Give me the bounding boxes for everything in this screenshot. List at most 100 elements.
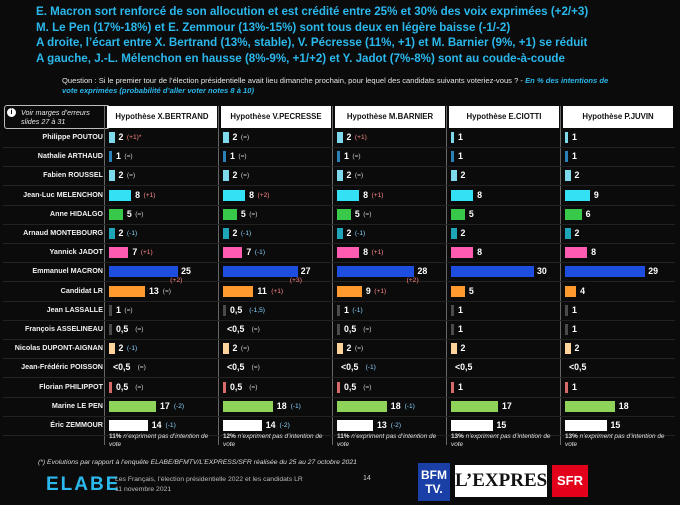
vote-value: 1 [458,151,463,162]
non-exprime-note: 13% n’expriment pas d’intention de vote [451,433,556,449]
sfr-logo: SFR [552,465,588,497]
vote-value: 13 [376,420,387,430]
vote-value: 14 [151,420,162,430]
non-exprime-text: n’expriment pas d’intention de vote [223,433,323,448]
vote-value: 0,5 [344,324,357,334]
vote-value: 2 [232,228,238,238]
vote-value: 1 [458,132,463,142]
vote-bar [223,132,229,143]
evolution-label: (+3) [289,277,302,285]
evolution-label: (-2) [173,402,185,410]
evolution-label: (=) [162,287,172,295]
row-separator [3,300,675,302]
vote-bar [565,285,577,297]
headline-line: M. Le Pen (17%-18%) et E. Zemmour (13%-1… [36,20,511,34]
column-divider [104,106,105,445]
vote-bar [109,228,115,239]
evolution-label: (+1) [143,191,156,199]
vote-bar [565,247,588,259]
candidate-label: Philippe POUTOU [42,132,103,141]
vote-value: 29 [648,266,659,277]
vote-bar [337,285,362,297]
vote-bar [337,266,415,278]
vote-value: 2 [346,170,352,181]
margin-note-text: Voir marges d’erreurs slides 27 à 31 [21,108,90,126]
evolution-label: (-1) [354,230,366,237]
non-exprime-note: 12% n’expriment pas d’intention de vote [223,433,328,449]
vote-value: 5 [468,208,474,219]
row-separator [3,358,675,360]
candidate-label: Candidat LR [60,285,103,295]
vote-value: <0,5 [455,362,473,373]
vote-bar [451,208,465,220]
non-exprime-text: n’expriment pas d’intention de vote [565,433,665,448]
evolution-label: (-1) [290,402,301,410]
vote-value: 4 [580,285,585,296]
vote-value: 2 [232,343,238,354]
vote-bar [223,304,226,316]
question-text: Question : Si le premier tour de l’élect… [62,76,523,85]
headline-line: A droite, l’écart entre X. Bertrand (13%… [36,36,588,49]
hypothesis-header: Hypothèse X.BERTRAND [107,106,217,128]
vote-value: 2 [460,228,466,238]
vote-value: 1 [572,381,577,392]
hypothesis-header: Hypothèse V.PECRESSE [221,106,331,128]
candidate-label: Nicolas DUPONT-AIGNAN [14,343,103,353]
vote-bar [109,266,179,278]
vote-bar [109,285,145,297]
vote-value: 0,5 [344,381,357,392]
elabe-logo: ELABE [46,474,121,495]
vote-value: 2 [346,132,352,142]
vote-value: 5 [354,208,360,219]
vote-bar [451,266,534,278]
info-icon: i [7,108,16,117]
candidate-label: Emmanuel MACRON [32,266,103,276]
vote-value: 17 [502,400,512,411]
evolution-label: (+1) [371,191,384,199]
vote-value: 25 [181,266,191,277]
vote-bar [451,285,465,297]
vote-bar [109,208,123,220]
vote-value: 27 [300,266,311,277]
evolution-label: (=) [240,134,250,141]
candidate-label: Jean-Luc MELENCHON [23,189,103,199]
vote-value: 2 [118,343,124,354]
evolution-label: (=) [240,172,250,180]
vote-bar [451,343,457,355]
non-exprime-pct: 13% [451,433,464,440]
vote-value: 1 [458,324,463,334]
vote-bar [109,189,132,201]
row-separator [3,204,675,206]
vote-bar [451,151,454,163]
column-divider [332,106,333,445]
vote-bar [223,400,273,412]
candidate-label: Arnaud MONTEBOURG [23,228,103,237]
vote-bar [451,132,454,143]
vote-value: 1 [344,304,349,315]
vote-bar [223,247,243,259]
evolution-label: (=) [363,383,372,391]
vote-value: 2 [232,170,238,181]
vote-value: 18 [390,400,401,411]
vote-bar [337,170,343,182]
candidate-label: Éric ZEMMOUR [50,420,103,429]
vote-value: 0,5 [116,324,129,334]
vote-value: 0,5 [230,381,243,392]
evolution-label: (=) [240,345,250,353]
vote-bar [109,170,115,182]
vote-value: 18 [276,400,287,411]
non-exprime-pct: 12% [223,433,236,440]
margin-of-error-note: i Voir marges d’erreurs slides 27 à 31 [4,105,110,129]
vote-bar [451,189,474,201]
vote-bar [337,343,343,355]
vote-bar [337,381,340,393]
candidate-label: Marine LE PEN [51,400,103,410]
row-separator [3,396,675,398]
vote-bar [223,420,262,431]
non-exprime-pct: 13% [565,433,578,440]
evolution-label: (=) [124,306,133,314]
vote-value: 2 [346,228,352,238]
row-separator [3,185,675,187]
vote-bar [565,343,571,355]
evolution-label: (+2) [170,277,183,285]
